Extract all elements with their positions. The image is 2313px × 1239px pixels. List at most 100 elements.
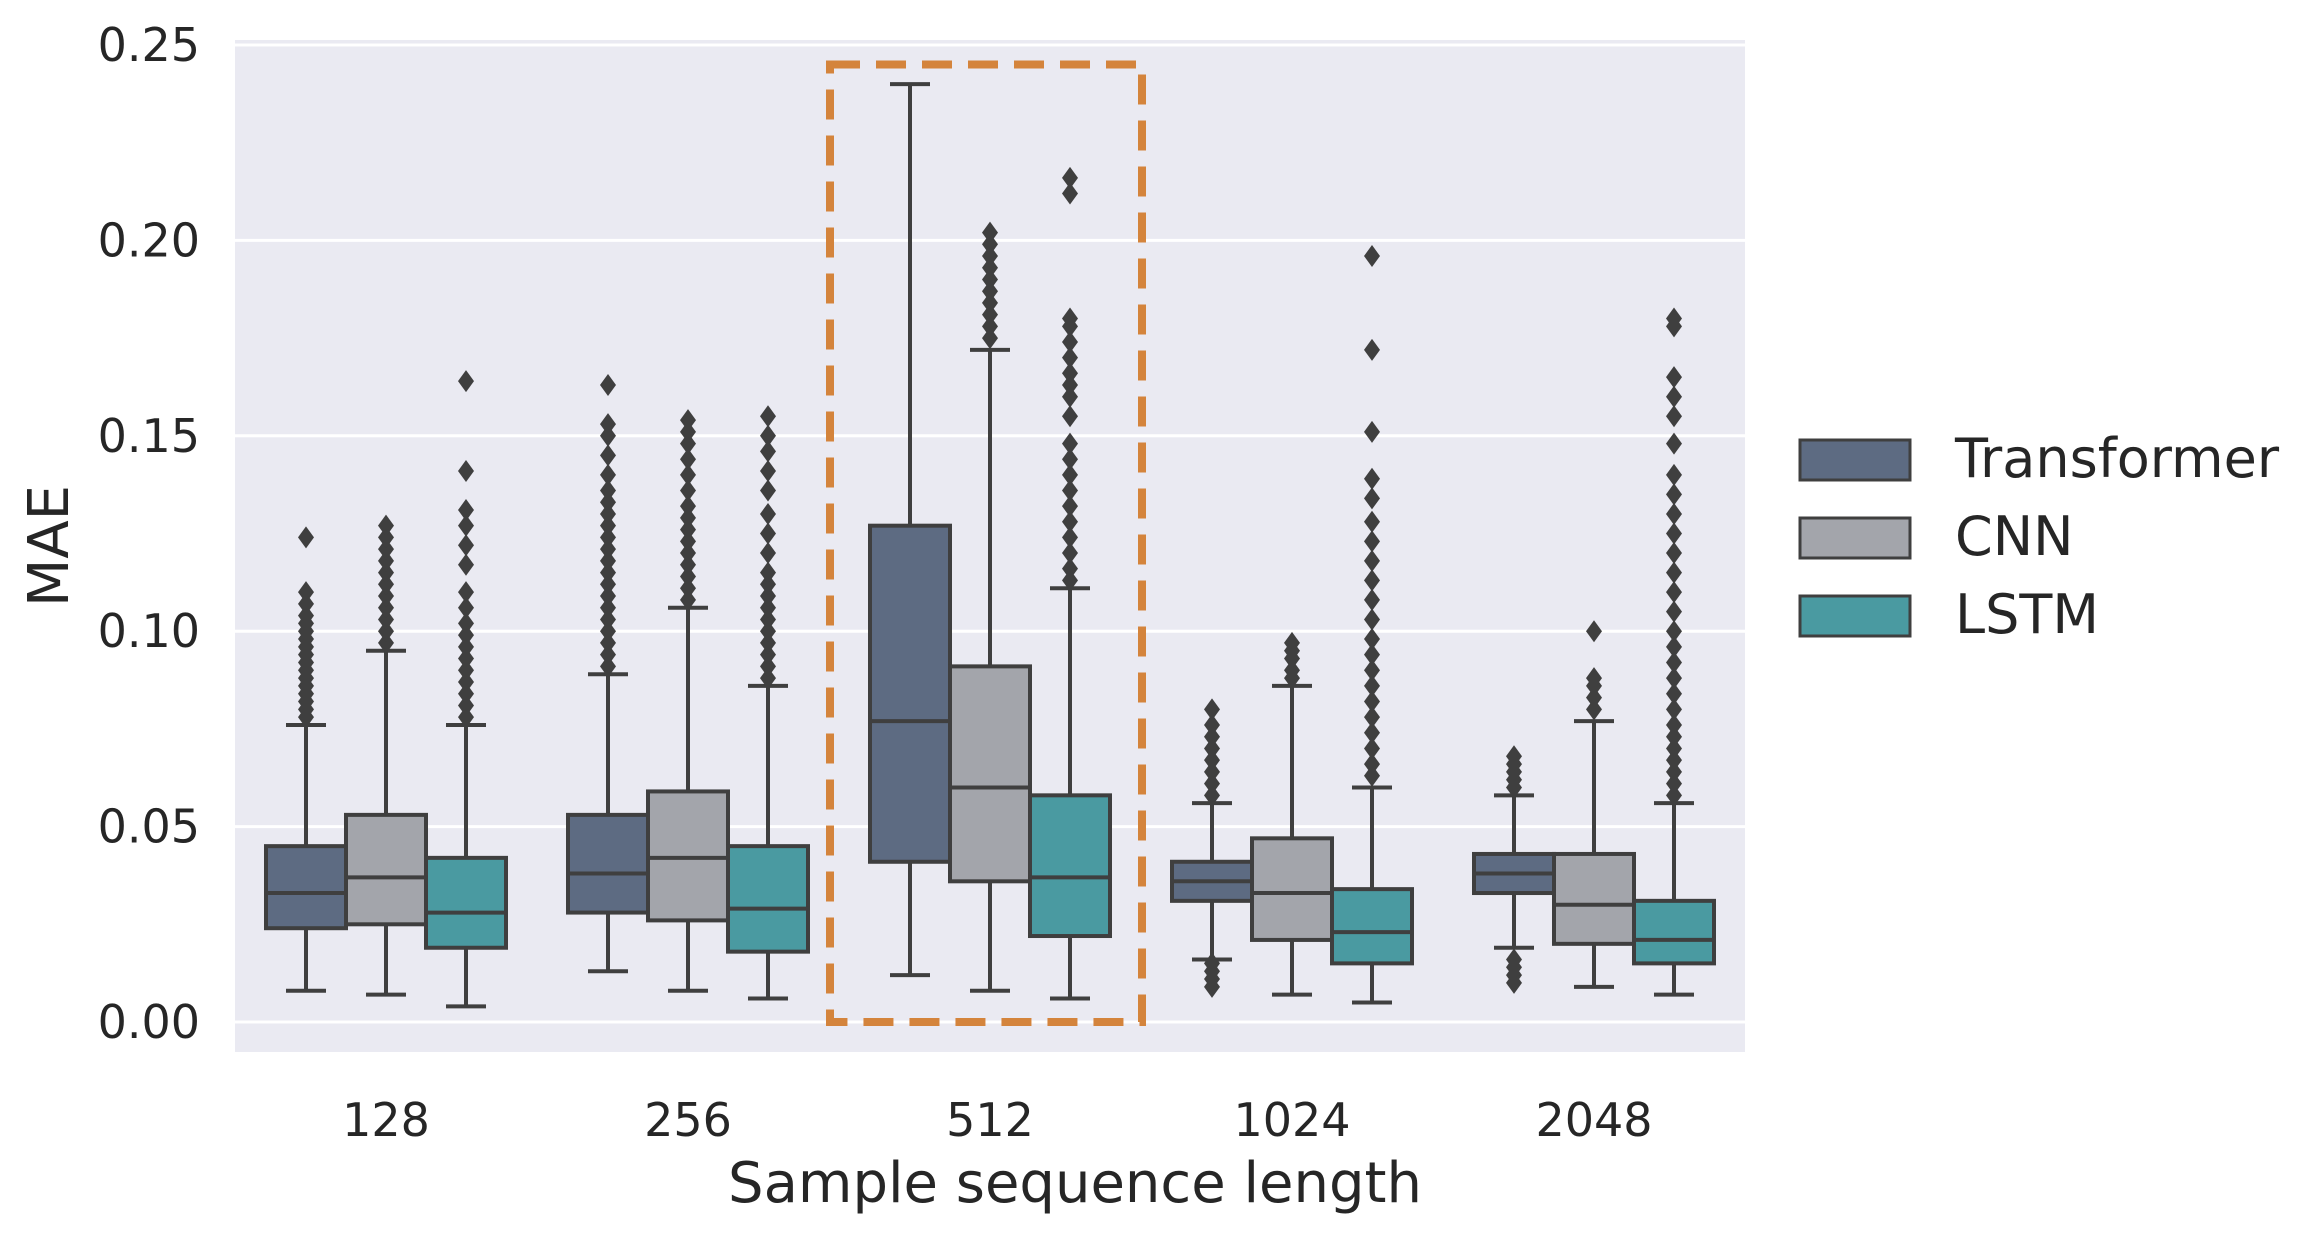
outlier-point [1506,745,1522,768]
outlier-point [1364,643,1380,666]
outlier-point [1666,635,1682,658]
outlier-point [760,459,776,482]
y-tick-label: 0.20 [98,213,200,267]
box-iqr [1028,793,1112,939]
outlier-point [378,631,394,654]
outlier-point [600,502,616,525]
outlier-point [1506,948,1522,971]
outlier-point [1666,698,1682,721]
outlier-point [1666,682,1682,705]
outlier-point [1666,749,1682,772]
x-tick-label: 512 [946,1093,1034,1147]
outlier-point [1062,405,1078,428]
outlier-point [1364,659,1380,682]
legend-swatch [1798,438,1912,482]
outlier-point [982,303,998,326]
outlier-point [680,577,696,600]
outlier-point [1062,346,1078,369]
outlier-point [458,612,474,635]
outlier-point [680,542,696,565]
x-tick-label: 256 [644,1093,732,1147]
outlier-point [982,245,998,268]
outlier-point [1284,631,1300,654]
y-tick-label: 0.05 [98,800,200,854]
box-group [948,221,1032,993]
box-group [1170,698,1254,998]
outlier-point [1364,487,1380,510]
legend-swatch [1798,594,1912,638]
outlier-point [680,518,696,541]
outlier-point [600,491,616,514]
outlier-point [760,440,776,463]
outlier-point [1666,307,1682,330]
outlier-point [1364,690,1380,713]
outlier-point [378,549,394,572]
outlier-point [1666,600,1682,623]
outlier-point [982,280,998,303]
outlier-point [982,233,998,256]
outlier-point [760,585,776,608]
outlier-point [1204,952,1220,975]
outlier-point [1666,737,1682,760]
box-iqr [1330,887,1414,966]
outlier-point [760,631,776,654]
outlier-point [760,643,776,666]
box-iqr [948,664,1032,884]
outlier-point [1364,467,1380,490]
outlier-point [458,706,474,729]
outlier-point [680,448,696,471]
outlier-point [1666,483,1682,506]
outlier-point [1666,760,1682,783]
box-iqr [1632,898,1716,966]
outlier-point [982,256,998,279]
outlier-point [1062,542,1078,565]
box-group [566,373,650,974]
outlier-point [1204,713,1220,736]
outlier-point [1062,557,1078,580]
highlight-layer [826,60,1146,1027]
box-iqr [868,523,952,864]
outlier-point [1062,385,1078,408]
outlier-point [378,608,394,631]
outlier-point [600,585,616,608]
outlier-point [600,479,616,502]
outlier-point [1666,651,1682,674]
outlier-point [760,667,776,690]
outlier-point [1666,522,1682,545]
y-tick-label: 0.10 [98,604,200,658]
y-axis-label: MAE [17,485,82,607]
outlier-point [760,620,776,643]
outlier-point [1364,338,1380,361]
outlier-point [760,596,776,619]
outlier-point [600,373,616,396]
outlier-point [1062,479,1078,502]
outlier-point [1284,659,1300,682]
outlier-point [1062,331,1078,354]
outlier-point [378,596,394,619]
outlier-point [760,608,776,631]
outlier-point [298,581,314,604]
outlier-point [600,413,616,436]
outlier-point [1364,588,1380,611]
outlier-point [1586,698,1602,721]
outlier-point [458,499,474,522]
outlier-point [1204,698,1220,721]
outlier-point [1666,667,1682,690]
outlier-point [458,624,474,647]
outlier-point [680,432,696,455]
outlier-point [680,420,696,443]
outlier-point [1062,463,1078,486]
outlier-point [600,655,616,678]
outlier-point [1204,737,1220,760]
outlier-point [1364,549,1380,572]
box-group [424,370,508,1009]
outlier-point [378,620,394,643]
y-axis-ticks: 0.00 0.05 0.10 0.15 0.20 0.25 [98,18,200,1049]
outlier-point [1204,772,1220,795]
box-iqr [344,812,428,927]
outlier-point [378,573,394,596]
outlier-point [1204,760,1220,783]
outlier-point [1364,608,1380,631]
